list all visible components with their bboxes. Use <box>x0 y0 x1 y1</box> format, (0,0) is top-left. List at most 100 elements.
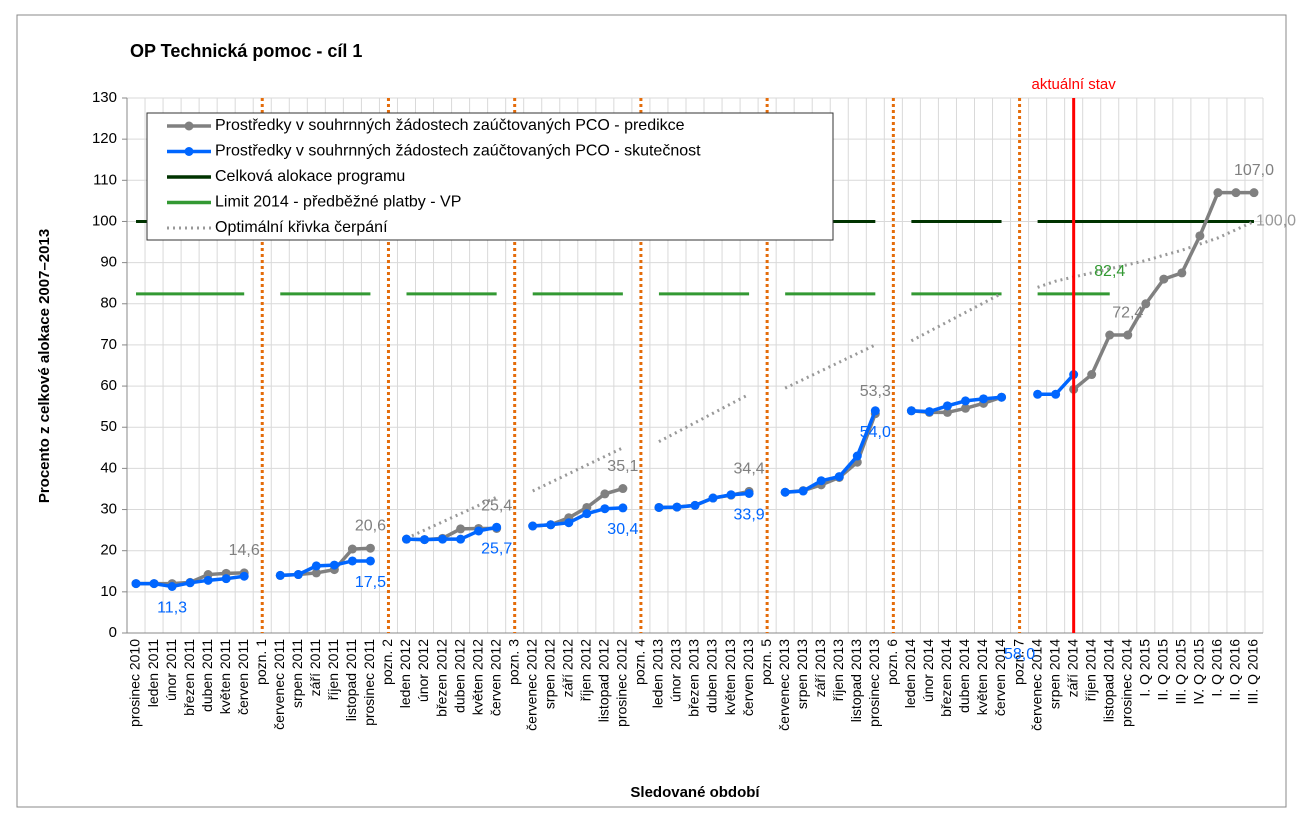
y-tick-label: 60 <box>100 377 117 394</box>
x-tick-label: březen 2011 <box>181 639 197 716</box>
value-label: 33,9 <box>734 507 765 524</box>
point <box>924 407 934 417</box>
value-label: 58,0 <box>1004 646 1035 663</box>
point <box>149 579 159 589</box>
x-tick-label: prosinec 2010 <box>127 639 143 727</box>
x-tick-label: březen 2014 <box>938 639 954 717</box>
x-tick-label: srpen 2014 <box>1046 639 1062 709</box>
point <box>798 486 808 496</box>
point <box>311 568 321 578</box>
x-tick-label: prosinec 2013 <box>866 639 882 727</box>
point <box>546 520 556 530</box>
x-tick-label: únor 2011 <box>163 639 179 701</box>
point <box>438 534 448 544</box>
point <box>293 570 303 580</box>
point <box>329 560 339 570</box>
x-tick-label: červenec 2013 <box>776 639 792 731</box>
point <box>1141 299 1151 309</box>
point <box>942 407 952 417</box>
point <box>997 392 1007 402</box>
point <box>275 570 285 580</box>
y-tick-label: 110 <box>93 171 117 188</box>
value-label: 107,0 <box>1234 162 1274 179</box>
point <box>780 487 790 497</box>
x-axis-label: Sledované období <box>630 784 760 801</box>
point <box>1213 188 1223 198</box>
point <box>979 394 989 404</box>
x-tick-label: prosinec 2011 <box>361 639 377 726</box>
point <box>672 502 682 512</box>
x-tick-label: červen 2014 <box>992 639 1008 716</box>
y-tick-label: 130 <box>92 89 117 106</box>
legend-label: Prostředky v souhrnných žádostech zaúčto… <box>215 117 685 134</box>
y-tick-label: 90 <box>100 254 117 271</box>
point <box>726 490 736 500</box>
value-label: 53,3 <box>860 383 891 400</box>
x-tick-label: pozn. 2 <box>379 639 395 685</box>
x-tick-label: duben 2013 <box>704 639 720 713</box>
x-tick-label: III. Q 2016 <box>1245 639 1261 705</box>
value-label: 100,0 <box>1256 213 1296 230</box>
y-tick-label: 0 <box>109 624 117 641</box>
y-tick-label: 20 <box>100 542 117 559</box>
x-tick-label: květen 2012 <box>469 639 485 715</box>
x-tick-label: březen 2013 <box>686 639 702 717</box>
legend-label: Celková alokace programu <box>215 168 405 185</box>
point <box>744 488 754 498</box>
x-tick-label: pozn. 3 <box>505 639 521 685</box>
x-tick-label: listopad 2012 <box>596 639 612 723</box>
chart-title: OP Technická pomoc - cíl 1 <box>130 41 362 61</box>
value-label: 30,4 <box>607 521 638 538</box>
point <box>600 489 610 499</box>
x-tick-label: únor 2012 <box>415 639 431 702</box>
x-tick-label: pozn. 7 <box>1010 639 1026 685</box>
point <box>239 571 249 581</box>
y-tick-label: 70 <box>100 336 117 353</box>
x-tick-label: II. Q 2015 <box>1155 639 1171 701</box>
point <box>852 451 862 461</box>
x-tick-label: pozn. 5 <box>758 639 774 685</box>
x-tick-label: I. Q 2015 <box>1136 639 1152 697</box>
x-tick-label: leden 2011 <box>145 639 161 707</box>
x-tick-label: pozn. 1 <box>253 639 269 685</box>
point <box>834 472 844 482</box>
x-tick-label: květen 2013 <box>722 639 738 715</box>
x-tick-label: říjen 2014 <box>1082 639 1098 701</box>
series-line <box>405 220 1255 540</box>
x-tick-label: únor 2013 <box>668 639 684 702</box>
y-tick-label: 40 <box>100 459 117 476</box>
value-label: 82,4 <box>1094 263 1125 280</box>
legend-marker <box>184 121 194 131</box>
value-label: 54,0 <box>860 424 891 441</box>
x-tick-label: pozn. 6 <box>884 639 900 685</box>
point <box>474 526 484 536</box>
value-label: 25,7 <box>481 540 512 557</box>
x-tick-label: říjen 2013 <box>830 639 846 701</box>
point <box>690 500 700 510</box>
point <box>618 484 628 494</box>
point <box>906 406 916 416</box>
x-tick-label: leden 2013 <box>650 639 666 709</box>
value-label: 72,4 <box>1112 304 1143 321</box>
point <box>420 535 430 545</box>
x-tick-label: červen 2013 <box>740 639 756 716</box>
legend-label: Optimální křivka čerpání <box>215 219 388 236</box>
point <box>1087 370 1097 380</box>
x-tick-label: listopad 2013 <box>848 639 864 723</box>
point <box>1033 389 1043 399</box>
x-tick-label: říjen 2011 <box>325 639 341 700</box>
y-tick-label: 80 <box>100 295 117 312</box>
value-label: 14,6 <box>229 542 260 559</box>
x-tick-label: pozn. 4 <box>632 639 648 685</box>
x-tick-label: březen 2012 <box>433 639 449 717</box>
point <box>942 401 952 411</box>
point <box>1159 274 1169 284</box>
point <box>456 524 466 534</box>
value-label: 35,1 <box>607 458 638 475</box>
value-label: 34,4 <box>734 461 765 478</box>
value-label: 20,6 <box>355 517 386 534</box>
x-tick-label: III. Q 2015 <box>1173 639 1189 705</box>
legend-label: Limit 2014 - předběžné platby - VP <box>215 194 461 211</box>
point <box>347 556 357 566</box>
